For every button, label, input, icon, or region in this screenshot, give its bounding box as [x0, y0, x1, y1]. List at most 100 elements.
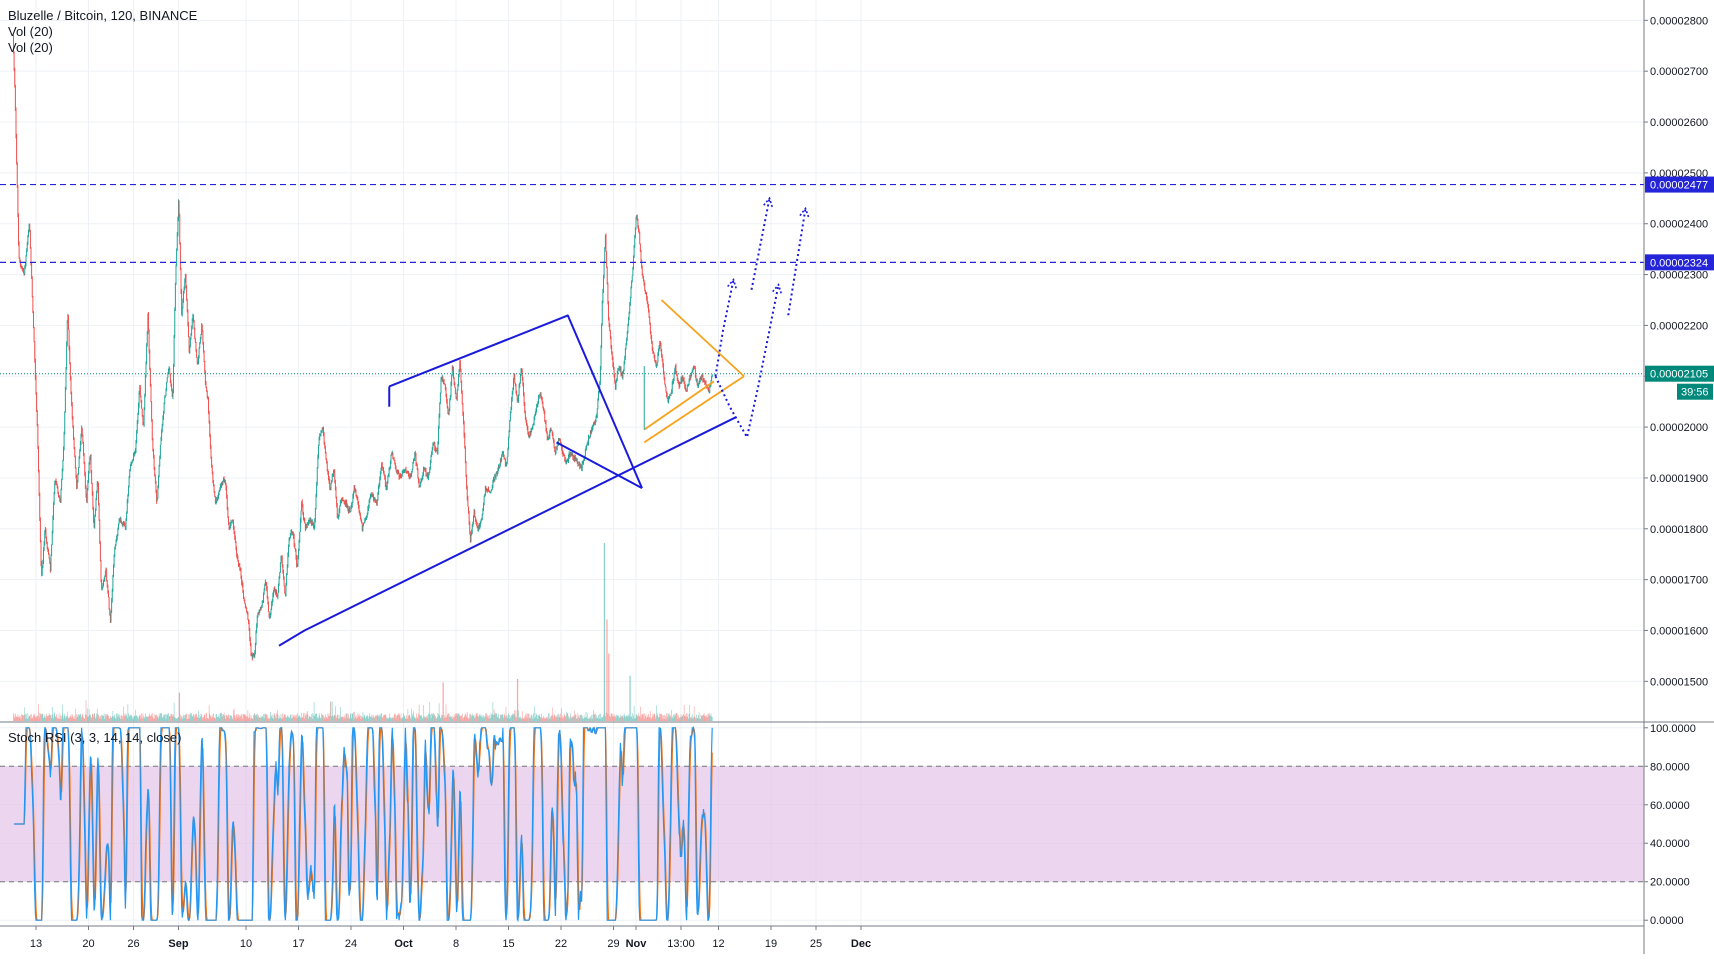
- candle-body: [376, 502, 377, 504]
- candle-body: [551, 430, 553, 434]
- volume-bar: [486, 713, 487, 721]
- volume-bar: [149, 713, 151, 721]
- volume-bar: [210, 715, 212, 721]
- candle-body: [332, 474, 334, 477]
- volume-bar: [28, 717, 29, 721]
- candle-body: [175, 283, 176, 310]
- volume-bar: [102, 715, 104, 721]
- volume-bar: [325, 714, 326, 721]
- candle-body: [645, 292, 647, 295]
- candle-body: [418, 481, 420, 487]
- volume-bar: [673, 716, 675, 721]
- candles: [13, 34, 713, 661]
- volume-bar: [528, 713, 529, 721]
- volume-bar: [222, 714, 224, 721]
- volume-bar: [81, 717, 82, 721]
- volume-bar: [178, 692, 180, 721]
- volume-bar: [515, 716, 516, 721]
- volume-bar: [253, 715, 254, 721]
- volume-legend[interactable]: Vol (20): [8, 24, 53, 39]
- volume-bar: [500, 715, 501, 721]
- volume-bar: [605, 716, 606, 721]
- volume-bar: [678, 715, 679, 721]
- volume-bar: [690, 717, 692, 721]
- volume-bar: [380, 715, 381, 721]
- candle-body: [651, 341, 653, 350]
- candle-body: [165, 395, 166, 398]
- candle-body: [166, 382, 167, 389]
- candle-body: [659, 343, 661, 347]
- volume-legend-2[interactable]: Vol (20): [8, 40, 53, 55]
- candle-body: [397, 470, 399, 473]
- candle-body: [338, 510, 340, 517]
- candle-body: [71, 391, 72, 405]
- candle-body: [658, 346, 660, 350]
- candle-body: [446, 401, 448, 408]
- candle-body: [596, 408, 598, 416]
- candle-body: [251, 653, 252, 655]
- candle-body: [297, 556, 299, 566]
- candle-body: [657, 353, 659, 363]
- candle-body: [215, 501, 217, 503]
- volume-bar: [650, 711, 651, 721]
- candle-body: [555, 447, 557, 454]
- volume-bar: [86, 708, 88, 721]
- trend-line: [388, 314, 569, 388]
- candle-body: [670, 393, 672, 396]
- volume-bar: [133, 715, 135, 721]
- volume-bar: [270, 712, 271, 721]
- volume-bar: [39, 713, 41, 721]
- candle-body: [268, 603, 269, 612]
- volume-bar: [316, 718, 318, 721]
- volume-bar: [689, 705, 691, 721]
- stoch-rsi-legend[interactable]: Stoch RSI (3, 3, 14, 14, close): [8, 730, 182, 745]
- candle-body: [465, 461, 467, 476]
- volume-bar: [367, 716, 369, 721]
- candle-body: [511, 392, 513, 400]
- volume-bar: [275, 718, 277, 721]
- volume-bar: [516, 679, 518, 721]
- candle-body: [653, 352, 654, 354]
- candle-body: [308, 520, 310, 522]
- symbol-title[interactable]: Bluzelle / Bitcoin, 120, BINANCE: [8, 8, 198, 23]
- volume-bar: [150, 716, 151, 721]
- candle-body: [287, 554, 289, 567]
- rsi-tick-label: 60.0000: [1650, 800, 1690, 812]
- volume-bar: [498, 718, 500, 721]
- candle-body: [575, 457, 577, 461]
- volume-bar: [661, 713, 662, 721]
- volume-bar: [255, 715, 256, 721]
- volume-bar: [152, 717, 154, 721]
- volume-bar: [233, 710, 234, 721]
- volume-bar: [300, 717, 301, 721]
- candle-body: [613, 364, 614, 370]
- volume-bar: [513, 714, 515, 721]
- volume-bar: [458, 713, 459, 721]
- volume-bar: [121, 715, 122, 721]
- candle-body: [29, 225, 31, 232]
- volume-bar: [276, 709, 278, 721]
- candle-body: [221, 482, 222, 486]
- candle-body: [111, 589, 113, 601]
- volume-bar: [317, 716, 319, 721]
- candle-body: [456, 389, 458, 399]
- volume-bar: [166, 715, 168, 721]
- volume-bar: [347, 718, 349, 721]
- candle-body: [279, 572, 281, 577]
- volume-bar: [320, 718, 321, 721]
- volume-bar: [21, 714, 23, 721]
- volume-bar: [166, 714, 167, 721]
- volume-bar: [526, 713, 528, 721]
- volume-bar: [614, 716, 616, 721]
- volume-bar: [523, 718, 525, 721]
- volume-bar: [463, 717, 464, 721]
- volume-bar: [308, 718, 309, 721]
- candle-body: [35, 377, 37, 395]
- volume-bar: [420, 715, 421, 721]
- candle-body: [101, 580, 102, 589]
- volume-bar: [651, 716, 653, 721]
- volume-bar: [85, 714, 86, 721]
- candle-body: [341, 498, 342, 503]
- volume-bar: [403, 716, 405, 721]
